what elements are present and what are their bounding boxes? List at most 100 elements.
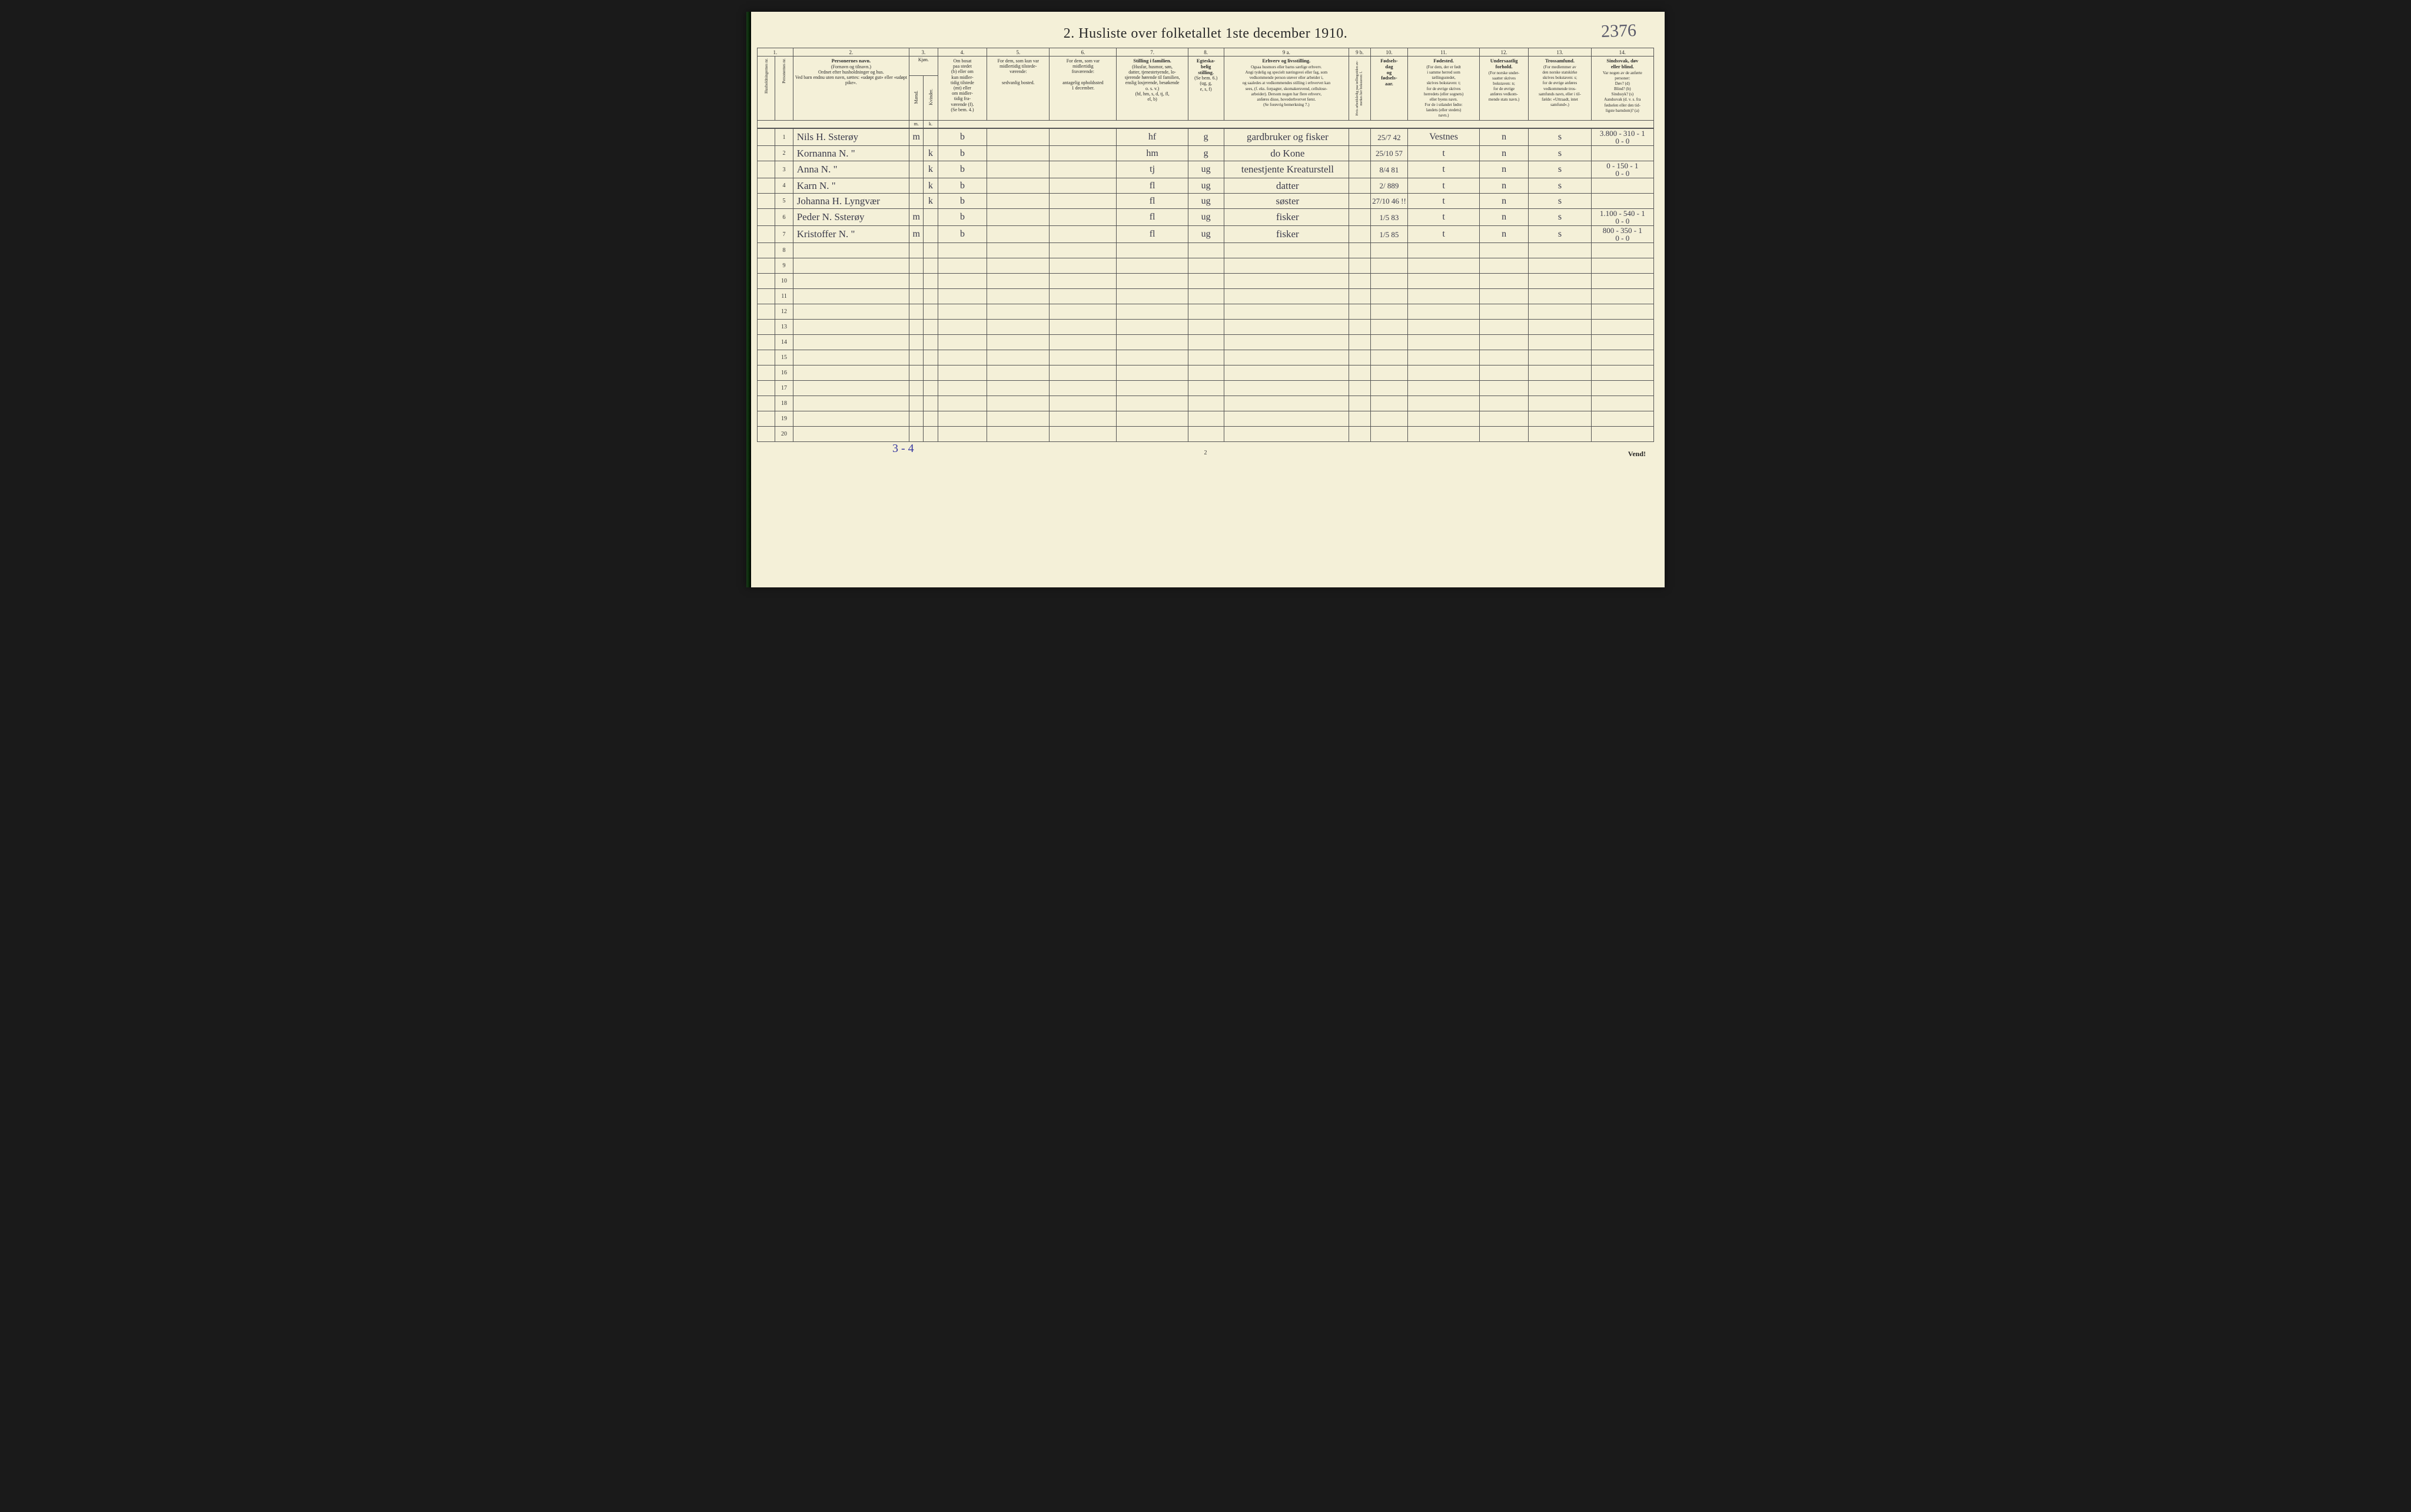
nationality	[1479, 365, 1529, 381]
table-row: 18	[758, 396, 1654, 411]
name-cell	[793, 350, 909, 365]
marital: g	[1188, 128, 1224, 146]
person-num: 1	[775, 128, 793, 146]
table-row: 10	[758, 274, 1654, 289]
colnum: 6.	[1050, 48, 1117, 57]
sex-k	[924, 396, 938, 411]
household-num	[758, 161, 775, 178]
sex-m	[909, 194, 924, 209]
person-num: 19	[775, 411, 793, 427]
residence	[938, 304, 987, 320]
occupation	[1224, 396, 1349, 411]
table-body: 1Nils H. Ssterøymbhfggardbruker og fiske…	[758, 128, 1654, 442]
household-num	[758, 411, 775, 427]
temp-present	[987, 304, 1050, 320]
nationality: n	[1479, 209, 1529, 226]
unemployed	[1349, 304, 1370, 320]
col-header: Erhverv og livsstilling.Ogsaa husmors el…	[1224, 57, 1349, 121]
table-row: 8	[758, 243, 1654, 258]
birthplace: t	[1408, 161, 1479, 178]
temp-present	[987, 427, 1050, 442]
temp-present	[987, 226, 1050, 243]
nationality	[1479, 320, 1529, 335]
turn-page-label: Vend!	[1628, 450, 1646, 458]
person-num: 17	[775, 381, 793, 396]
birthplace: t	[1408, 194, 1479, 209]
table-row: 9	[758, 258, 1654, 274]
religion	[1529, 427, 1591, 442]
birthplace	[1408, 335, 1479, 350]
religion: s	[1529, 161, 1591, 178]
colnum: 12.	[1479, 48, 1529, 57]
birth	[1370, 381, 1408, 396]
col-header: Undersaatlig forhold.(For norske under- …	[1479, 57, 1529, 121]
birthplace	[1408, 381, 1479, 396]
household-num	[758, 350, 775, 365]
name-cell	[793, 427, 909, 442]
household-num	[758, 381, 775, 396]
unemployed	[1349, 350, 1370, 365]
household-num	[758, 178, 775, 194]
colnum: 8.	[1188, 48, 1224, 57]
religion	[1529, 258, 1591, 274]
birth: 25/10 57	[1370, 146, 1408, 161]
temp-absent	[1050, 146, 1117, 161]
nationality	[1479, 243, 1529, 258]
family-pos	[1117, 396, 1188, 411]
marital	[1188, 427, 1224, 442]
household-num	[758, 194, 775, 209]
name-cell	[793, 258, 909, 274]
household-num	[758, 274, 775, 289]
unemployed	[1349, 194, 1370, 209]
occupation	[1224, 381, 1349, 396]
residence: b	[938, 178, 987, 194]
unemployed	[1349, 161, 1370, 178]
sex-m	[909, 350, 924, 365]
marital: ug	[1188, 226, 1224, 243]
sex-k	[924, 365, 938, 381]
table-row: 1Nils H. Ssterøymbhfggardbruker og fiske…	[758, 128, 1654, 146]
marital: ug	[1188, 161, 1224, 178]
sex-m	[909, 258, 924, 274]
sex-k	[924, 258, 938, 274]
col-header: Trossamfund.(For medlemmer av den norske…	[1529, 57, 1591, 121]
colnum: 1.	[758, 48, 793, 57]
religion	[1529, 289, 1591, 304]
nationality	[1479, 381, 1529, 396]
family-pos	[1117, 258, 1188, 274]
colnum: 14.	[1591, 48, 1653, 57]
nationality: n	[1479, 194, 1529, 209]
household-num	[758, 289, 775, 304]
col-header: Fødsels- dag og fødsels- aar.	[1370, 57, 1408, 121]
marital	[1188, 258, 1224, 274]
temp-present	[987, 350, 1050, 365]
name-cell	[793, 381, 909, 396]
birthplace: t	[1408, 178, 1479, 194]
religion: s	[1529, 128, 1591, 146]
unemployed	[1349, 335, 1370, 350]
household-num	[758, 243, 775, 258]
birth	[1370, 427, 1408, 442]
table-row: 12	[758, 304, 1654, 320]
family-pos: fl	[1117, 209, 1188, 226]
residence	[938, 427, 987, 442]
nationality: n	[1479, 128, 1529, 146]
birth: 25/7 42	[1370, 128, 1408, 146]
disability	[1591, 194, 1653, 209]
sex-m	[909, 274, 924, 289]
name-cell	[793, 274, 909, 289]
disability	[1591, 289, 1653, 304]
colnum: 3.	[909, 48, 938, 57]
birth: 2/ 889	[1370, 178, 1408, 194]
temp-absent	[1050, 335, 1117, 350]
religion	[1529, 243, 1591, 258]
name-cell: Peder N. Ssterøy	[793, 209, 909, 226]
household-num	[758, 128, 775, 146]
birthplace	[1408, 258, 1479, 274]
birthplace	[1408, 243, 1479, 258]
occupation: do Kone	[1224, 146, 1349, 161]
sex-m	[909, 396, 924, 411]
unemployed	[1349, 209, 1370, 226]
handwritten-annotation-bottom: 3 - 4	[892, 442, 914, 456]
name-cell: Anna N. "	[793, 161, 909, 178]
